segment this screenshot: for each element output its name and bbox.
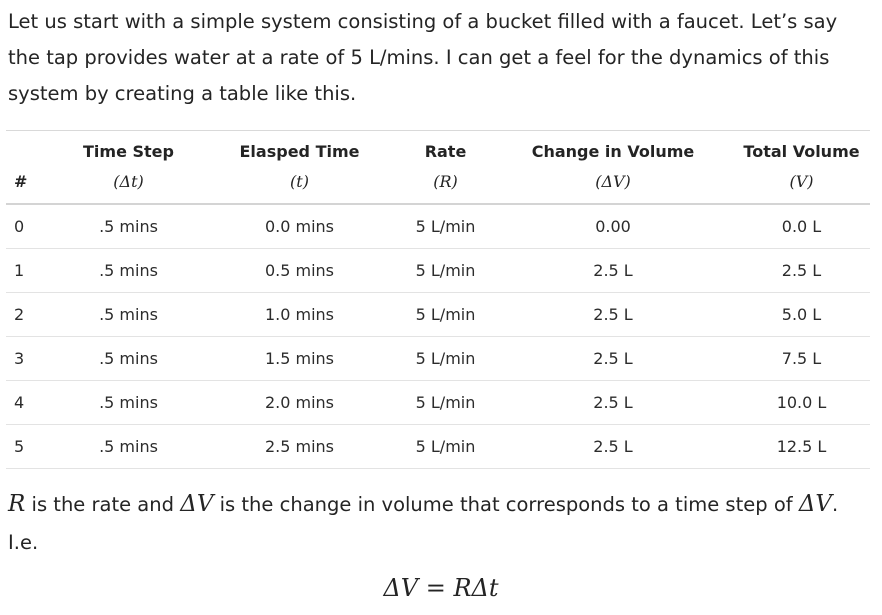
table-cell: 5 L/min [398,336,493,381]
column-header-0: # [6,131,56,205]
table-cell: 2.5 L [733,248,870,293]
table-cell: 2.5 L [493,336,733,381]
column-header-symbol: (V) [789,172,814,191]
table-cell: .5 mins [56,380,201,425]
column-header-symbol: (t) [290,172,309,191]
table-cell: 0 [6,204,56,249]
bucket-dynamics-table: # Time Step (Δt) Elasped Time (t) Rate (R) Chan… [6,130,870,469]
column-header-symbol: (ΔV) [595,172,631,191]
table-cell: 1.0 mins [201,292,398,337]
table-cell: 0.0 mins [201,204,398,249]
table-cell: 10.0 L [733,380,870,425]
column-header-label: Total Volume [743,142,860,161]
table-cell: 2.5 L [493,248,733,293]
table-header-row: # Time Step (Δt) Elasped Time (t) Rate (R) Chan… [6,130,870,205]
table-cell: 0.00 [493,204,733,249]
column-header-label: Change in Volume [531,142,695,161]
table-cell: 2.5 L [493,424,733,469]
math-delta-v-symbol-2: ΔV [798,491,833,517]
equation: ΔV = RΔt [0,574,882,602]
table-row: 0.5 mins 0.0 mins 5 L/min 0.00 0.0 L [6,204,870,249]
table-row: 3.5 mins 1.5 mins 5 L/min 2.5 L 7.5 L [6,336,870,381]
intro-line-2: the tap provides water at a rate of 5 L/… [8,46,830,69]
table-cell: 5 L/min [398,204,493,249]
table-row: 5.5 mins 2.5 mins 5 L/min 2.5 L 12.5 L [6,424,870,469]
column-header-4: Change in Volume (ΔV) [493,131,733,205]
explanation-paragraph: R is the rate and ΔV is the change in vo… [8,485,874,562]
table-cell: 2.5 L [493,380,733,425]
table-cell: .5 mins [56,248,201,293]
column-header-symbol: (Δt) [113,172,144,191]
column-header-label: # [14,172,28,191]
table-body: 0.5 mins 0.0 mins 5 L/min 0.00 0.0 L 1.5 mins… [6,204,870,469]
intro-line-3: system by creating a table like this. [8,82,357,105]
table-cell: 2.5 mins [201,424,398,469]
table-cell: 5 [6,424,56,469]
table-cell: .5 mins [56,336,201,381]
header-spacer [14,137,56,167]
table-cell: 0.5 mins [201,248,398,293]
explanation-text-c: . [832,493,839,516]
table-cell: 5 L/min [398,292,493,337]
table-cell: 5 L/min [398,380,493,425]
explanation-text-b: is the change in volume that corresponds… [213,493,799,516]
column-header-2: Elasped Time (t) [201,131,398,205]
column-header-5: Total Volume (V) [733,131,870,205]
table-cell: .5 mins [56,292,201,337]
equation-rhs: RΔt [453,574,499,602]
table-cell: 1.5 mins [201,336,398,381]
table-cell: 0.0 L [733,204,870,249]
table-cell: 1 [6,248,56,293]
explanation-text-a: is the rate and [25,493,181,516]
equation-lhs: ΔV [383,574,419,602]
table-header: # Time Step (Δt) Elasped Time (t) Rate (R) Chan… [6,130,870,205]
table-cell: 7.5 L [733,336,870,381]
column-header-label: Elasped Time [239,142,360,161]
column-header-symbol: (R) [433,172,458,191]
table-cell: 5 L/min [398,248,493,293]
column-header-3: Rate (R) [398,131,493,205]
table-row: 1.5 mins 0.5 mins 5 L/min 2.5 L 2.5 L [6,248,870,293]
table-cell: 2.5 L [493,292,733,337]
table-cell: .5 mins [56,204,201,249]
table-cell: 12.5 L [733,424,870,469]
math-rate-symbol: R [8,491,26,517]
intro-paragraph: Let us start with a simple system consis… [8,4,870,112]
table-cell: .5 mins [56,424,201,469]
table-row: 4.5 mins 2.0 mins 5 L/min 2.5 L 10.0 L [6,380,870,425]
table-cell: 3 [6,336,56,381]
table-cell: 2 [6,292,56,337]
table-row: 2.5 mins 1.0 mins 5 L/min 2.5 L 5.0 L [6,292,870,337]
table-cell: 5.0 L [733,292,870,337]
table-cell: 5 L/min [398,424,493,469]
column-header-label: Time Step [83,142,174,161]
equation-operator: = [418,574,454,602]
math-delta-v-symbol: ΔV [180,491,214,517]
column-header-label: Rate [424,142,467,161]
table-cell: 2.0 mins [201,380,398,425]
ie-text: I.e. [8,531,39,554]
table-cell: 4 [6,380,56,425]
column-header-1: Time Step (Δt) [56,131,201,205]
intro-line-1: Let us start with a simple system consis… [8,10,838,33]
